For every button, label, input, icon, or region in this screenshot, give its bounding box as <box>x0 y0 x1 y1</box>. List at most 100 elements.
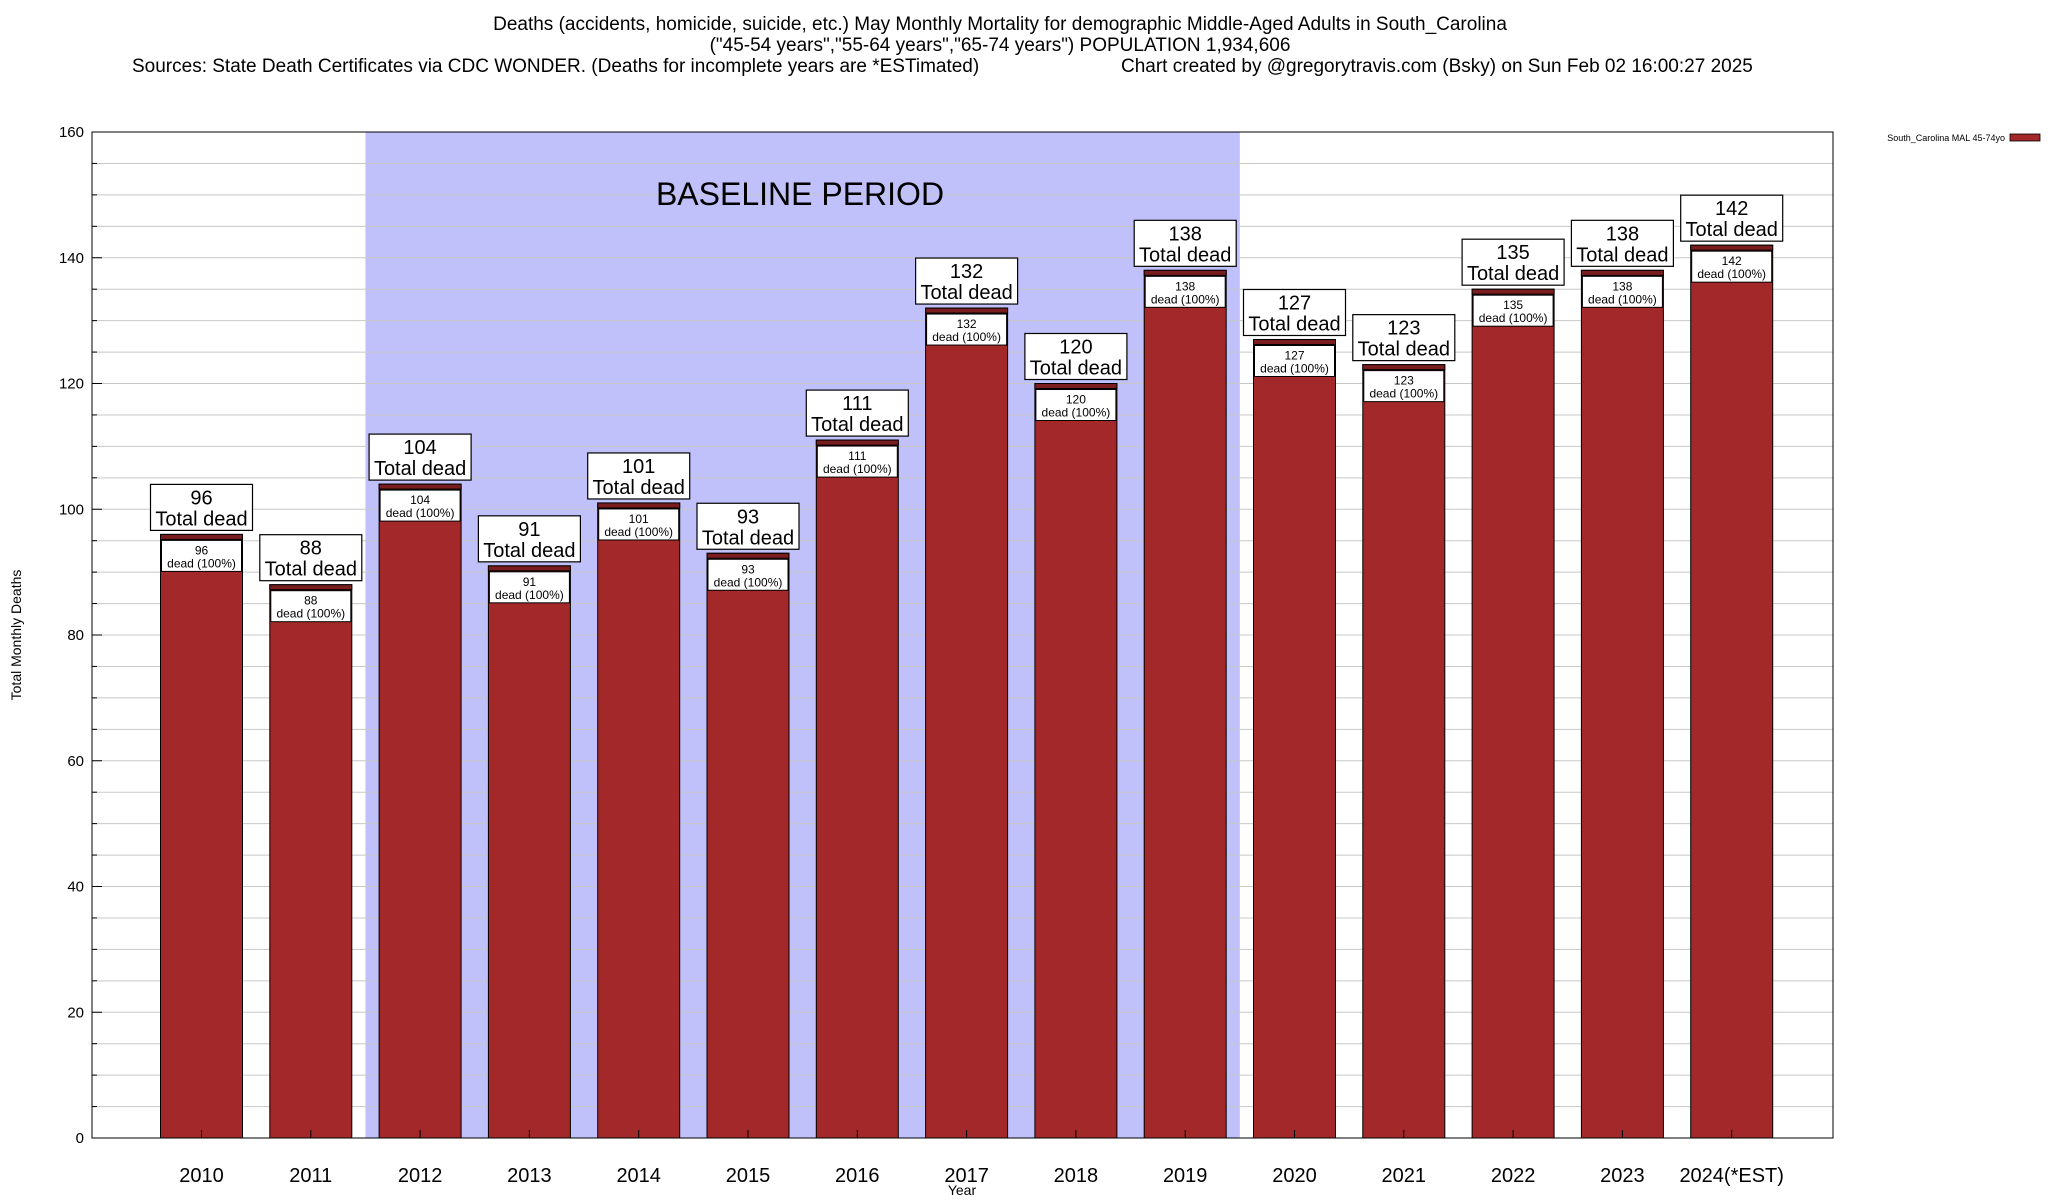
bar-inner-label-box <box>488 571 570 604</box>
bar-inner-percent-label: dead (100%) <box>604 525 673 539</box>
bar-top-label-box <box>805 389 909 437</box>
bar-inner-value-label: 101 <box>629 512 649 526</box>
bar-cap <box>1253 338 1336 345</box>
bar-top-total-label: Total dead <box>920 282 1012 304</box>
bar <box>1034 383 1118 1139</box>
bar-inner-percent-label: dead (100%) <box>823 462 892 476</box>
bar-cap <box>706 552 790 559</box>
bar-top-label-box <box>914 257 1019 305</box>
bar-top-total-label: Total dead <box>1467 263 1559 285</box>
bar-inner-value-label: 111 <box>848 449 867 463</box>
bar <box>925 307 1009 1139</box>
y-tick-label: 40 <box>67 879 84 896</box>
bar-inner-value-label: 104 <box>410 493 430 507</box>
bar-inner-value-label: 135 <box>1503 298 1523 312</box>
bar-top-value-label: 91 <box>518 519 540 541</box>
bar-cap <box>925 307 1009 314</box>
bar <box>378 483 462 1139</box>
bar <box>487 565 571 1139</box>
bar-inner-value-label: 88 <box>304 594 318 608</box>
legend: South_Carolina MAL 45-74yo <box>1887 133 2041 143</box>
bar-top-value-label: 142 <box>1715 198 1748 220</box>
x-tick-label: 2015 <box>726 1165 771 1187</box>
x-tick-label: 2016 <box>835 1165 880 1187</box>
bar-top-value-label: 104 <box>403 437 436 459</box>
bar-top-total-label: Total dead <box>1686 219 1778 241</box>
bar-top-total-label: Total dead <box>1030 358 1122 380</box>
bar-inner-label-box <box>161 539 242 572</box>
bar-top-label-box <box>368 433 472 481</box>
bar-inner-label-box <box>707 558 789 591</box>
bar-cap <box>815 439 899 446</box>
chart-subtitle: ("45-54 years","55-64 years","65-74 year… <box>710 35 1291 56</box>
bar <box>269 584 353 1139</box>
bar-top-value-label: 135 <box>1496 242 1529 264</box>
bar-inner-label-box <box>1581 275 1663 308</box>
bar-top-total-label: Total dead <box>374 458 466 480</box>
y-tick-label: 100 <box>59 501 84 518</box>
bar-top-total-label: Total dead <box>1576 244 1668 266</box>
bar-cap <box>597 502 681 509</box>
y-axis-ticks: 0 20 40 60 80 100 120 140 160 <box>59 124 102 1147</box>
bar-cap <box>1143 269 1227 276</box>
bar-inner-percent-label: dead (100%) <box>276 607 345 621</box>
bar-inner-percent-label: dead (100%) <box>1479 311 1548 325</box>
bar-top-label-box <box>1133 219 1237 267</box>
bar-inner-value-label: 132 <box>957 317 977 331</box>
bar-inner-percent-label: dead (100%) <box>1369 387 1438 401</box>
bar <box>597 502 681 1139</box>
y-tick-label: 160 <box>59 124 84 141</box>
chart-sources: Sources: State Death Certificates via CD… <box>132 56 979 77</box>
bar-top-value-label: 120 <box>1059 337 1092 359</box>
bar-inner-label-box <box>598 508 680 541</box>
bar-inner-percent-label: dead (100%) <box>932 330 1001 344</box>
bar-top-value-label: 127 <box>1278 292 1311 314</box>
bar-inner-percent-label: dead (100%) <box>386 506 455 520</box>
x-tick-label: 2019 <box>1163 1165 1208 1187</box>
bar-top-value-label: 101 <box>622 456 655 478</box>
bar-top-label-box <box>587 452 691 500</box>
bar <box>1362 364 1446 1139</box>
bar-cap <box>1362 364 1446 371</box>
bar-top-value-label: 96 <box>190 487 212 509</box>
bar-top-label-box <box>1570 219 1675 267</box>
bar-inner-label-box <box>1363 370 1445 403</box>
bar-top-value-label: 138 <box>1169 223 1202 245</box>
bar-inner-label-box <box>1144 275 1226 308</box>
x-tick-label: 2023 <box>1600 1165 1645 1187</box>
bar-inner-value-label: 127 <box>1284 348 1304 362</box>
bar-inner-label-box <box>270 590 352 623</box>
bar-top-total-label: Total dead <box>1139 244 1231 266</box>
bar <box>1690 244 1774 1139</box>
y-tick-label: 140 <box>59 250 84 267</box>
bar-inner-percent-label: dead (100%) <box>167 556 236 570</box>
chart-title: Deaths (accidents, homicide, suicide, et… <box>493 14 1507 35</box>
x-tick-label: 2024(*EST) <box>1679 1165 1784 1187</box>
x-tick-label: 2022 <box>1491 1165 1536 1187</box>
bar-inner-percent-label: dead (100%) <box>1697 267 1766 281</box>
bar-inner-label-box <box>816 445 898 478</box>
bar-inner-label-box <box>926 313 1008 346</box>
bar-inner-percent-label: dead (100%) <box>714 575 783 589</box>
y-tick-label: 60 <box>67 753 84 770</box>
legend-entry-label: South_Carolina MAL 45-74yo <box>1887 133 2005 143</box>
x-tick-label: 2021 <box>1382 1165 1427 1187</box>
x-tick-label: 2011 <box>289 1165 332 1187</box>
bar-top-total-label: Total dead <box>811 414 903 436</box>
bar-top-label-box <box>696 502 800 550</box>
bar-top-total-label: Total dead <box>155 508 247 530</box>
bar-cap <box>1690 244 1774 251</box>
x-tick-label: 2010 <box>179 1165 224 1187</box>
x-tick-label: 2013 <box>507 1165 552 1187</box>
bar-inner-percent-label: dead (100%) <box>1151 292 1220 306</box>
y-tick-label: 80 <box>67 627 84 644</box>
y-tick-label: 20 <box>67 1004 84 1021</box>
y-axis-title: Total Monthly Deaths <box>8 570 24 701</box>
bar-top-label-box <box>1461 238 1565 286</box>
bar-top-value-label: 111 <box>842 393 872 415</box>
bar-top-label-box <box>1680 194 1784 242</box>
bar-cap <box>1580 269 1664 276</box>
bar-top-total-label: Total dead <box>265 559 357 581</box>
